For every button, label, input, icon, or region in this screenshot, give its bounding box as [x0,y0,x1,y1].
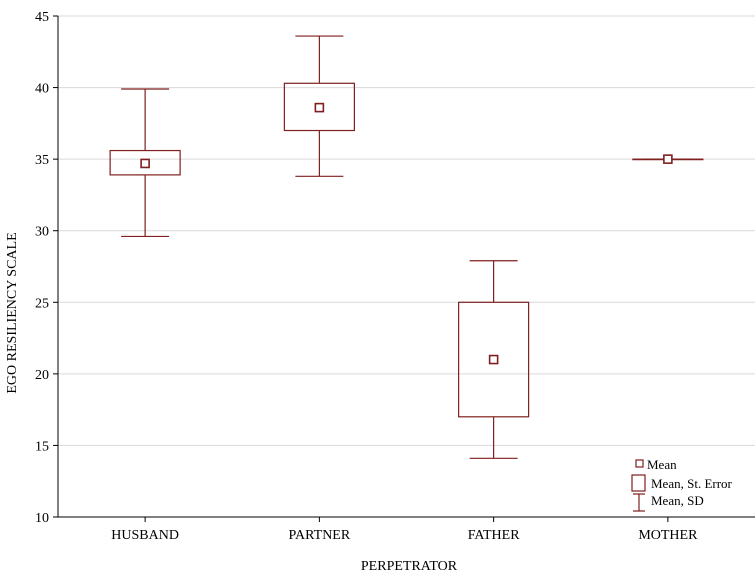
legend: Mean Mean, St. Error Mean, SD [631,457,733,512]
se-box [283,82,355,132]
y-tick-label-15: 15 [35,439,49,454]
mean-marker [314,102,325,113]
box-father [458,260,530,459]
box-husband [109,88,181,238]
y-tick-label-30: 30 [35,225,49,240]
boxes [109,35,704,459]
legend-se-swatch [631,474,646,492]
gridlines [58,15,755,446]
mean-marker [488,354,499,365]
y-axis-label: EGO RESILIENCY SCALE [5,232,20,393]
x-tick-label-father: FATHER [468,528,521,543]
box-mother [632,154,704,164]
y-tick-label-40: 40 [35,82,49,97]
x-axis-label: PERPETRATOR [361,559,458,571]
legend-mean-label: Mean [647,457,677,472]
x-tick-label-mother: MOTHER [638,528,698,543]
x-tick-label-partner: PARTNER [289,528,351,543]
y-ticks: 10 15 20 25 30 35 40 45 [35,10,58,526]
mean-marker [663,154,673,164]
x-tick-label-husband: HUSBAND [111,528,179,543]
y-tick-label-45: 45 [35,10,49,25]
y-tick-label-35: 35 [35,153,49,168]
legend-mean-swatch [635,459,644,468]
y-tick-label-20: 20 [35,368,49,383]
axes [57,16,755,518]
box-partner [283,35,355,177]
se-box [109,149,181,176]
mean-marker [140,158,150,169]
se-box [458,301,530,418]
y-tick-label-25: 25 [35,296,49,311]
x-ticks: HUSBAND PARTNER FATHER MOTHER [111,517,698,543]
y-tick-label-10: 10 [35,511,49,526]
legend-sd-label: Mean, SD [651,493,704,508]
legend-se-label: Mean, St. Error [651,476,733,491]
